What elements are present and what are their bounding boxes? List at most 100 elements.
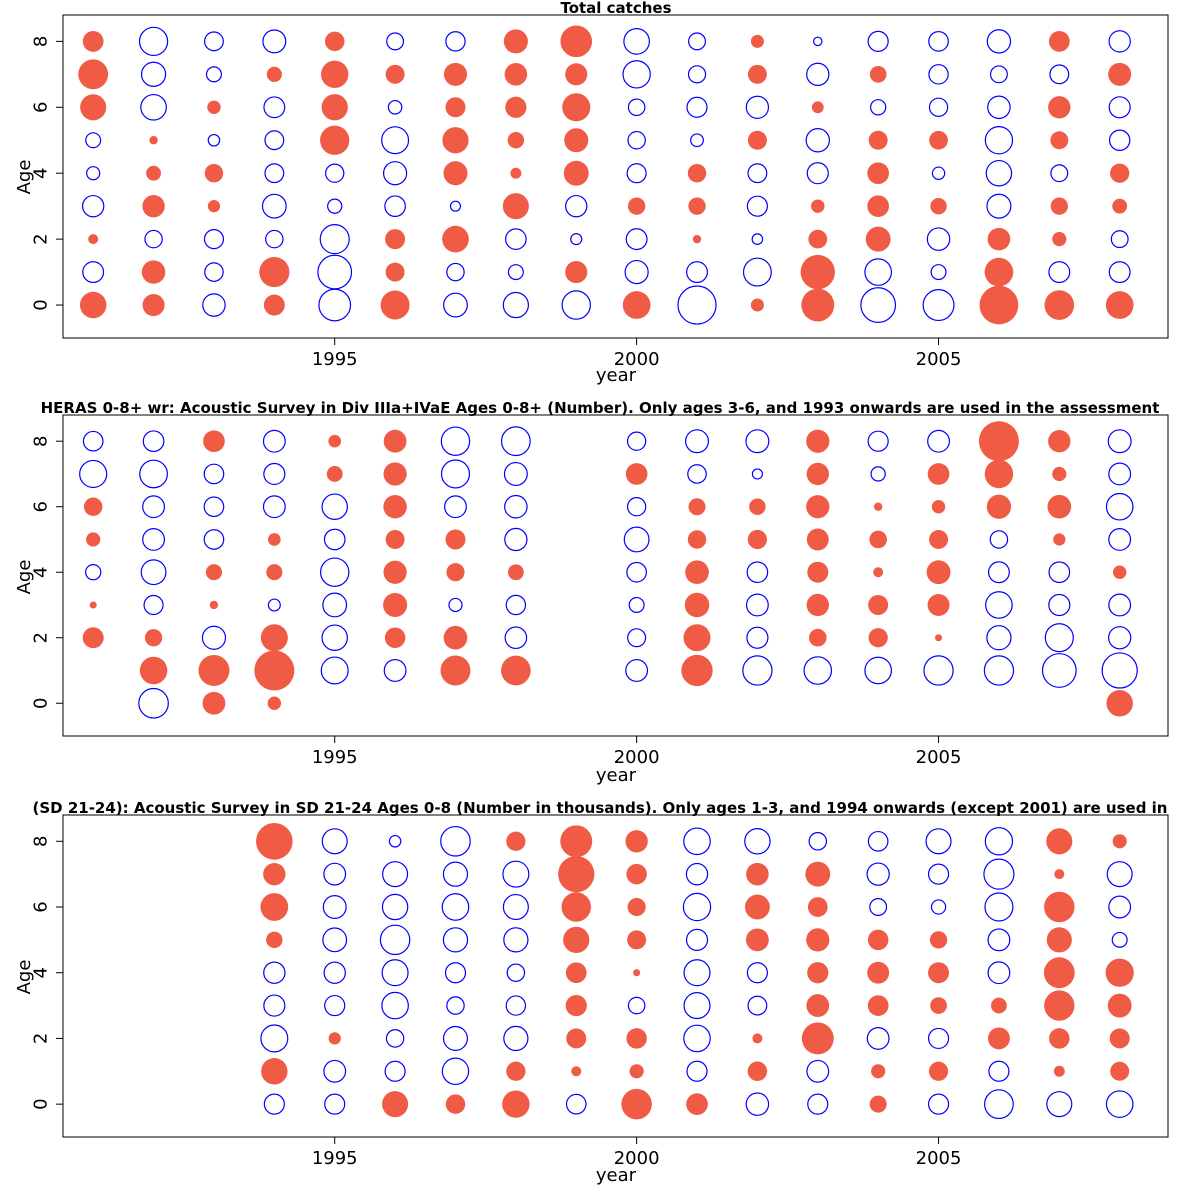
bubble-1996-age-0	[380, 290, 410, 320]
bubble-2006-age-8	[984, 827, 1014, 856]
bubble-1992-age-0	[138, 687, 169, 719]
bubble-2002-age-6	[745, 95, 770, 119]
bubble-2001-age-8	[683, 827, 711, 856]
bubble-2007-age-1	[1048, 261, 1071, 284]
bubble-1998-age-1	[507, 264, 524, 281]
bubble-1999-age-1	[565, 261, 588, 284]
bubble-2003-age-5	[806, 928, 830, 952]
bubble-1992-age-2	[144, 229, 163, 249]
bubble-1998-age-7	[502, 860, 530, 888]
bubble-2000-age-2	[627, 628, 647, 648]
bubble-2005-age-4	[928, 962, 950, 984]
bubble-2004-age-8	[867, 430, 889, 452]
bubble-1996-age-7	[382, 861, 409, 888]
bubble-2003-age-7	[806, 462, 829, 486]
bubble-2008-age-0	[1105, 1090, 1134, 1118]
bubble-2001-age-5	[685, 928, 709, 951]
bubble-2004-age-3	[867, 995, 889, 1016]
bubble-1995-age-3	[322, 592, 348, 618]
bubble-1994-age-3	[267, 598, 281, 612]
bubble-1998-age-2	[503, 1025, 529, 1052]
bubble-2000-age-5	[627, 930, 647, 950]
bubble-1995-age-6	[321, 94, 348, 121]
y-tick-label: 2	[31, 1033, 52, 1044]
bubble-2002-age-4	[746, 561, 769, 584]
plot-frame	[62, 414, 1169, 737]
bubble-2001-age-1	[686, 1060, 708, 1082]
bubble-1996-age-6	[383, 494, 407, 519]
bubble-1996-age-7	[383, 462, 407, 486]
bubble-2007-age-6	[1047, 494, 1072, 519]
bubble-1993-age-6	[207, 100, 221, 114]
bubble-1998-age-8	[500, 426, 531, 457]
bubble-1999-age-0	[565, 1093, 587, 1115]
bubble-2007-age-0	[1044, 290, 1075, 320]
bubble-2002-age-5	[745, 928, 769, 952]
bubble-1992-age-1	[141, 260, 166, 284]
bubble-1993-age-3	[207, 200, 221, 213]
bubble-2007-age-1	[1053, 1065, 1065, 1077]
bubble-1998-age-6	[502, 893, 529, 921]
bubble-1994-age-2	[260, 1024, 289, 1053]
bubble-1997-age-3	[449, 200, 462, 212]
bubble-2006-age-0	[979, 285, 1019, 325]
bubble-2005-age-7	[928, 64, 949, 85]
bubble-2001-age-5	[690, 133, 704, 148]
bubble-1996-age-3	[383, 592, 408, 618]
bubble-1992-age-3	[142, 194, 165, 218]
bubble-1999-age-1	[571, 1066, 582, 1077]
bubble-2004-age-7	[869, 65, 887, 83]
bubble-1991-age-4	[86, 166, 101, 181]
bubble-2002-age-2	[751, 233, 764, 245]
bubble-2005-age-3	[927, 594, 950, 616]
bubble-1993-age-5	[203, 529, 225, 550]
bubble-2002-age-0	[745, 1092, 770, 1116]
bubble-1995-age-5	[322, 927, 348, 953]
bubble-1996-age-6	[387, 99, 403, 115]
bubble-2006-age-0	[984, 1089, 1014, 1120]
bubble-2001-age-3	[683, 992, 711, 1020]
bubble-2005-age-8	[927, 429, 950, 453]
bubble-2007-age-8	[1046, 828, 1073, 855]
bubble-2004-age-7	[870, 466, 886, 482]
bubble-2003-age-1	[800, 254, 835, 290]
bubble-2004-age-0	[860, 287, 897, 323]
bubble-2006-age-6	[984, 892, 1014, 922]
bubble-2000-age-2	[626, 1028, 647, 1049]
bubble-2008-age-2	[1110, 230, 1129, 249]
bubble-2007-age-0	[1046, 1091, 1073, 1118]
x-axis: 1995 2000 2005	[312, 338, 961, 370]
bubble-2006-age-8	[986, 29, 1012, 54]
y-tick-label: 0	[31, 698, 52, 709]
bubble-1998-age-1	[506, 1061, 526, 1081]
plot-frame	[62, 814, 1169, 1138]
bubble-2001-age-8	[688, 32, 706, 51]
bubble-1992-age-4	[140, 559, 167, 586]
bubble-2005-age-6	[930, 899, 947, 915]
bubble-2008-age-7	[1108, 62, 1132, 86]
bubble-1993-age-4	[204, 163, 224, 183]
bubble-1998-age-6	[504, 494, 528, 519]
bubble-2005-age-5	[929, 529, 949, 549]
bubble-2005-age-4	[926, 560, 951, 585]
bubble-layer	[78, 25, 1134, 325]
bubble-1991-age-7	[79, 459, 108, 489]
bubble-1991-age-2	[82, 627, 104, 649]
y-tick-label: 2	[31, 233, 52, 244]
bubble-2007-age-7	[1054, 869, 1065, 880]
x-axis: 1995 2000 2005	[312, 736, 961, 768]
bubble-1992-age-5	[149, 136, 158, 145]
bubble-2005-age-8	[928, 31, 949, 52]
bubble-1998-age-7	[504, 63, 528, 86]
bubble-1998-age-8	[503, 29, 528, 54]
bubble-1991-age-1	[82, 261, 105, 284]
bubble-2002-age-6	[744, 894, 770, 920]
bubble-1992-age-5	[142, 528, 166, 551]
bubble-2000-age-3	[628, 596, 645, 613]
bubble-2000-age-6	[627, 98, 646, 117]
bubble-1996-age-3	[384, 195, 406, 218]
bubble-2001-age-5	[687, 530, 707, 549]
bubble-1998-age-2	[505, 228, 527, 250]
bubble-2000-age-4	[626, 561, 647, 583]
bubble-2007-age-3	[1044, 990, 1075, 1021]
